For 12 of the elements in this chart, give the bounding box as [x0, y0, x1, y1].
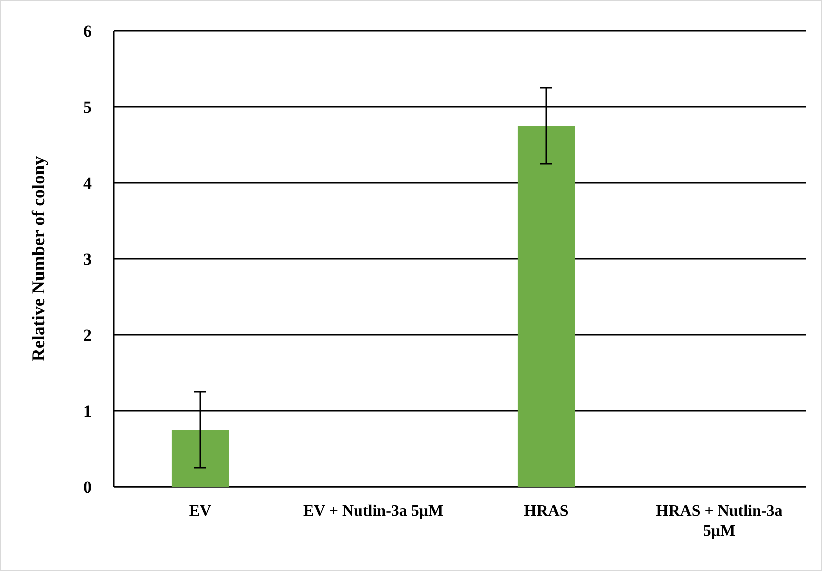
y-tick-label: 1 [84, 402, 92, 421]
y-tick-label: 3 [84, 250, 92, 269]
y-tick-label: 2 [84, 326, 92, 345]
y-tick-label: 4 [84, 174, 92, 193]
x-tick-label: HRAS + Nutlin-3a 5μM [656, 503, 783, 540]
x-tick-label: EV [189, 503, 212, 520]
x-tick-label: EV + Nutlin-3a 5μM [303, 503, 444, 520]
y-tick-label: 5 [84, 98, 92, 117]
x-tick-label: HRAS [524, 503, 569, 520]
y-tick-label: 6 [84, 22, 92, 41]
y-axis-title: Relative Number of colony [28, 156, 48, 362]
y-tick-label: 0 [84, 478, 92, 497]
